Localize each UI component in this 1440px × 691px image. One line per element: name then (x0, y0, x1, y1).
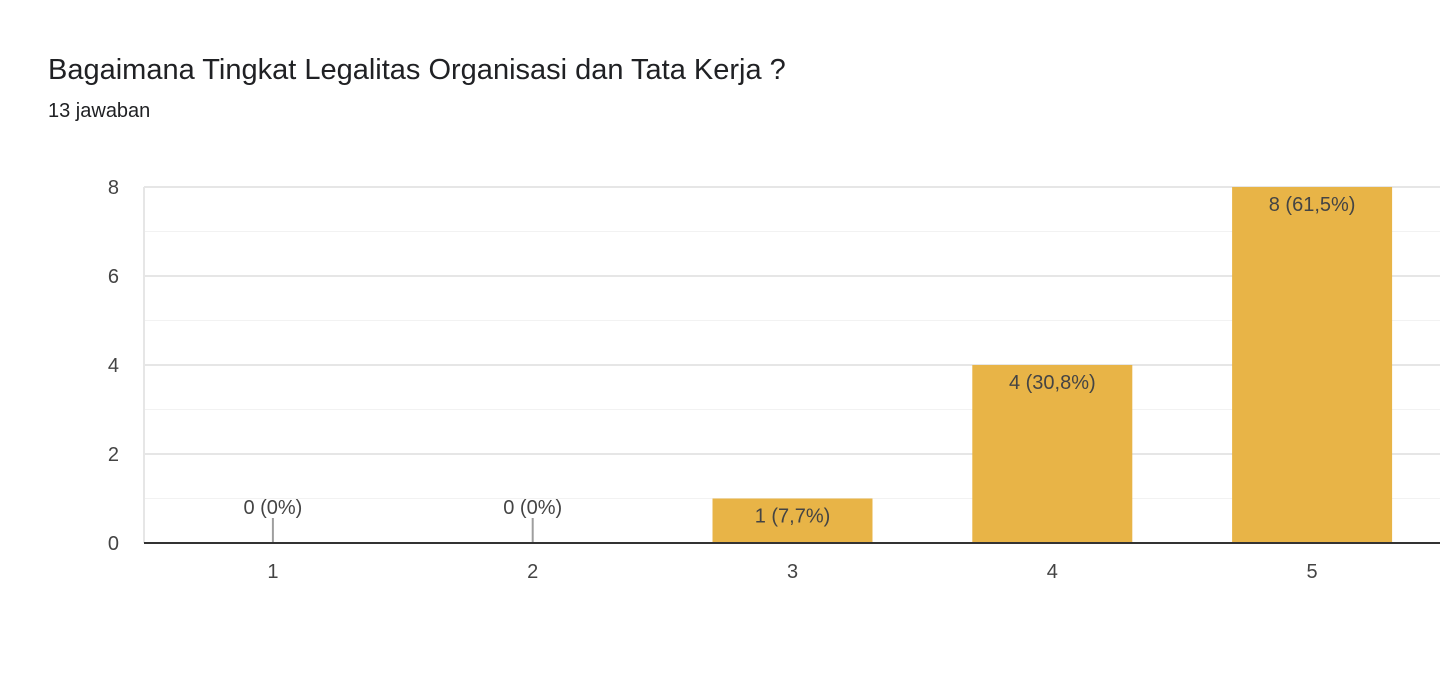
data-label: 4 (30,8%) (1009, 372, 1096, 394)
data-label: 1 (7,7%) (755, 506, 831, 528)
bar[interactable] (1232, 187, 1393, 543)
bar[interactable] (712, 498, 873, 544)
y-tick-label: 8 (108, 177, 119, 199)
data-label: 0 (0%) (503, 497, 562, 519)
axis-layer: 0 2 4 6 8 1 2 3 4 5 (108, 177, 1440, 583)
x-tick-label: 2 (527, 561, 538, 583)
bars-layer (271, 187, 1393, 544)
labels-layer: 0 (0%) 0 (0%) 1 (7,7%) 4 (30,8%) 8 (61,5%) (243, 194, 1355, 528)
response-count: 13 jawaban (48, 100, 151, 122)
data-label: 0 (0%) (243, 497, 302, 519)
data-label: 8 (61,5%) (1269, 194, 1356, 216)
x-tick-label: 1 (267, 561, 278, 583)
y-tick-label: 0 (108, 533, 119, 555)
x-tick-label: 3 (787, 561, 798, 583)
x-tick-label: 4 (1047, 561, 1058, 583)
y-tick-label: 2 (108, 444, 119, 466)
x-tick-label: 5 (1307, 561, 1318, 583)
y-tick-label: 6 (108, 266, 119, 288)
bar[interactable] (972, 365, 1133, 543)
chart-title: Bagaimana Tingkat Legalitas Organisasi d… (48, 54, 786, 86)
y-tick-label: 4 (108, 355, 119, 377)
